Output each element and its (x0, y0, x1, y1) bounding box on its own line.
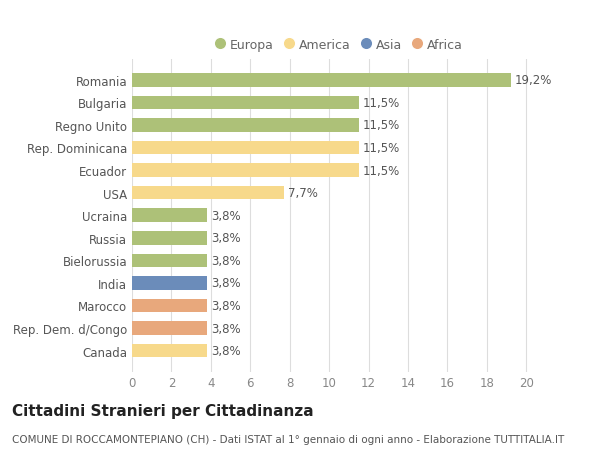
Legend: Europa, America, Asia, Africa: Europa, America, Asia, Africa (211, 35, 467, 55)
Bar (132, 186, 284, 200)
Text: 3,8%: 3,8% (211, 344, 241, 358)
Text: 19,2%: 19,2% (514, 74, 552, 87)
Bar (132, 74, 511, 87)
Text: 11,5%: 11,5% (362, 142, 400, 155)
Bar (132, 344, 207, 358)
Text: 3,8%: 3,8% (211, 232, 241, 245)
Text: 7,7%: 7,7% (288, 187, 317, 200)
Text: 3,8%: 3,8% (211, 299, 241, 312)
Text: 11,5%: 11,5% (362, 119, 400, 132)
Bar (132, 322, 207, 335)
Bar (132, 164, 359, 178)
Bar (132, 254, 207, 268)
Text: 11,5%: 11,5% (362, 164, 400, 177)
Text: 3,8%: 3,8% (211, 322, 241, 335)
Text: 3,8%: 3,8% (211, 209, 241, 222)
Bar (132, 119, 359, 132)
Text: 11,5%: 11,5% (362, 97, 400, 110)
Text: COMUNE DI ROCCAMONTEPIANO (CH) - Dati ISTAT al 1° gennaio di ogni anno - Elabora: COMUNE DI ROCCAMONTEPIANO (CH) - Dati IS… (12, 434, 564, 443)
Bar (132, 276, 207, 290)
Bar (132, 141, 359, 155)
Text: 3,8%: 3,8% (211, 254, 241, 267)
Text: Cittadini Stranieri per Cittadinanza: Cittadini Stranieri per Cittadinanza (12, 403, 314, 419)
Text: 3,8%: 3,8% (211, 277, 241, 290)
Bar (132, 299, 207, 313)
Bar (132, 209, 207, 223)
Bar (132, 96, 359, 110)
Bar (132, 231, 207, 245)
